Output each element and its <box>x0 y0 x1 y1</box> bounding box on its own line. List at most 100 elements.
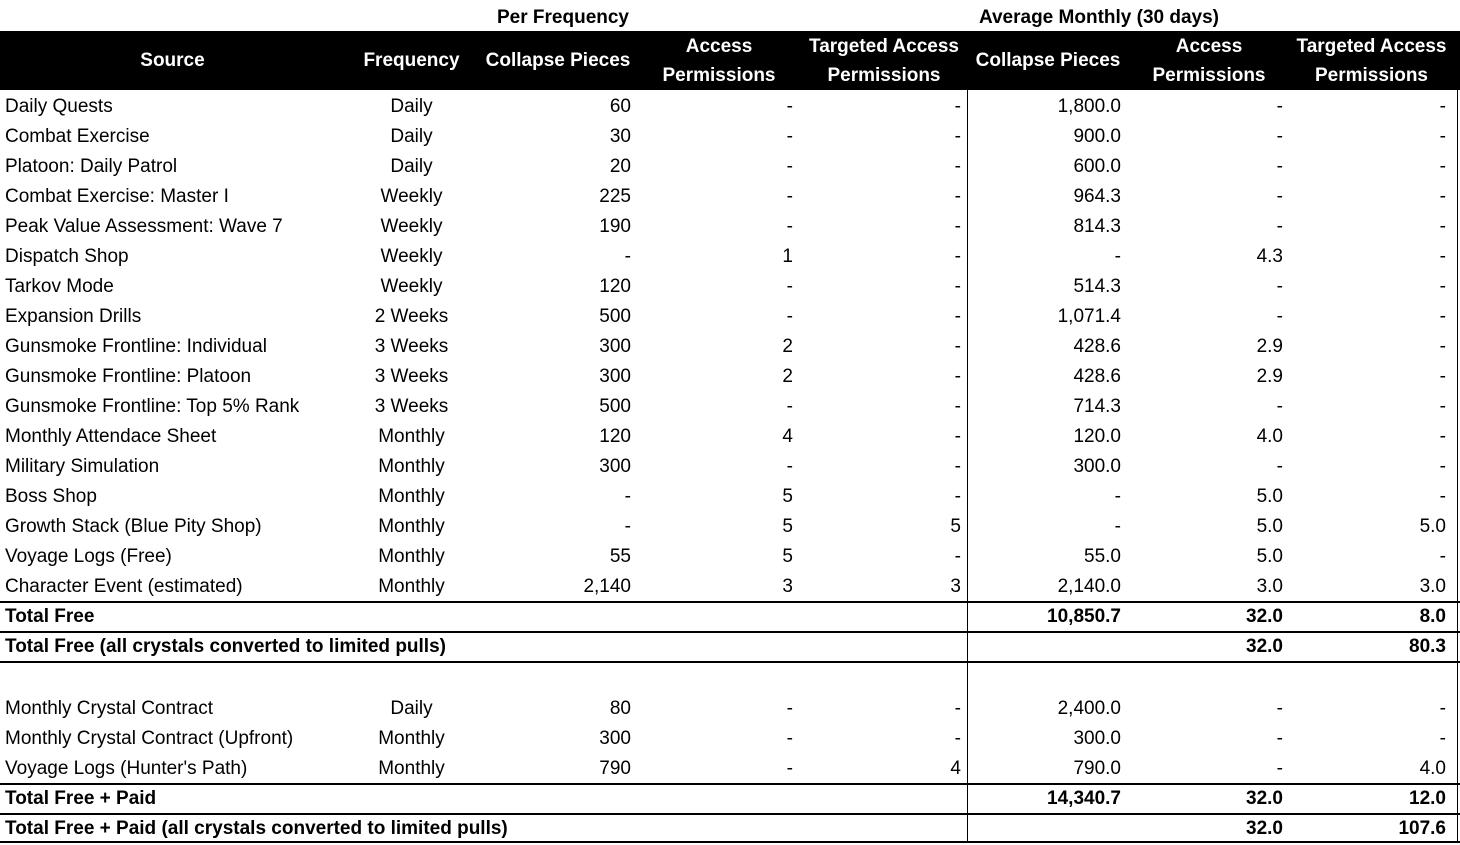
row-value: - <box>786 275 793 297</box>
row-value: 3 <box>782 575 793 597</box>
row-value: - <box>1276 155 1283 177</box>
row-value: Monthly <box>378 727 445 749</box>
row-value: 5.0 <box>1256 545 1283 567</box>
total-value: 8.0 <box>1419 605 1446 627</box>
row-label: Expansion Drills <box>5 305 142 327</box>
row-value: 1 <box>782 245 793 267</box>
row-value: 3.0 <box>1419 575 1446 597</box>
row-value: - <box>954 125 961 147</box>
row-value: 5.0 <box>1419 515 1446 537</box>
row-value: - <box>954 545 961 567</box>
row-label: Tarkov Mode <box>5 275 114 297</box>
row-value: - <box>954 215 961 237</box>
row-value: Weekly <box>380 185 443 207</box>
total-label: Total Free <box>5 605 95 627</box>
row-value: - <box>1439 727 1446 749</box>
total-row: Total Free 10,850.7 32.0 8.0 <box>0 601 1460 631</box>
table-row: Character Event (estimated) Monthly 2,140 3… <box>0 571 1460 601</box>
row-value: - <box>1439 185 1446 207</box>
row-value: 1,071.4 <box>1057 305 1121 327</box>
row-value: 790 <box>599 757 631 779</box>
row-value: - <box>786 697 793 719</box>
row-value: 3.0 <box>1256 575 1283 597</box>
total-row: Total Free (all crystals converted to li… <box>0 631 1460 661</box>
row-value: 3 Weeks <box>374 335 449 357</box>
row-value: 5 <box>950 515 961 537</box>
column-header: Access Permissions <box>662 35 776 86</box>
row-label: Boss Shop <box>5 485 97 507</box>
row-value: - <box>1276 697 1283 719</box>
table-row: Monthly Attendace Sheet Monthly 120 4 - 120.0… <box>0 421 1460 451</box>
row-value: - <box>954 335 961 357</box>
row-label: Gunsmoke Frontline: Platoon <box>5 365 252 387</box>
row-value: - <box>1114 485 1121 507</box>
row-value: - <box>1439 365 1446 387</box>
row-value: 900.0 <box>1073 125 1121 147</box>
total-value: 80.3 <box>1409 635 1446 657</box>
row-value: Monthly <box>378 757 445 779</box>
row-value: - <box>1439 697 1446 719</box>
row-value: Monthly <box>378 455 445 477</box>
row-value: 120 <box>599 275 631 297</box>
row-value: - <box>954 455 961 477</box>
total-label: Total Free (all crystals converted to li… <box>5 635 446 657</box>
row-value: - <box>786 727 793 749</box>
row-value: - <box>954 425 961 447</box>
row-value: - <box>954 275 961 297</box>
row-value: - <box>1439 395 1446 417</box>
row-value: 790.0 <box>1073 757 1121 779</box>
row-value: - <box>1276 95 1283 117</box>
row-value: Daily <box>390 95 433 117</box>
row-value: 500 <box>599 305 631 327</box>
row-value: Weekly <box>380 275 443 297</box>
row-value: - <box>786 395 793 417</box>
row-value: Weekly <box>380 245 443 267</box>
row-value: - <box>1276 275 1283 297</box>
row-value: - <box>1439 245 1446 267</box>
row-value: - <box>1439 335 1446 357</box>
row-value: - <box>954 727 961 749</box>
row-value: - <box>786 185 793 207</box>
total-row: Total Free + Paid (all crystals converte… <box>0 813 1460 843</box>
row-value: 5 <box>782 545 793 567</box>
row-value: 2 <box>782 365 793 387</box>
row-value: 300.0 <box>1073 727 1121 749</box>
table-row: Boss Shop Monthly - 5 - - 5.0 - <box>0 481 1460 511</box>
row-label: Character Event (estimated) <box>5 575 243 597</box>
row-value: 500 <box>599 395 631 417</box>
row-value: 55.0 <box>1084 545 1121 567</box>
row-value: - <box>1114 515 1121 537</box>
row-label: Monthly Attendace Sheet <box>5 425 217 447</box>
row-value: 80 <box>609 697 631 719</box>
row-value: 2,140.0 <box>1057 575 1121 597</box>
table-row: Monthly Crystal Contract (Upfront) Monthl… <box>0 723 1460 753</box>
row-value: Monthly <box>378 575 445 597</box>
row-label: Gunsmoke Frontline: Individual <box>5 335 267 357</box>
row-value: - <box>954 697 961 719</box>
row-value: 2.9 <box>1256 365 1283 387</box>
row-value: - <box>786 125 793 147</box>
row-value: - <box>954 95 961 117</box>
row-value: - <box>954 485 961 507</box>
row-value: - <box>954 365 961 387</box>
row-label: Voyage Logs (Hunter's Path) <box>5 757 248 779</box>
column-header: Access Permissions <box>1152 35 1266 86</box>
row-label: Combat Exercise: Master I <box>5 185 229 207</box>
table-row: Tarkov Mode Weekly 120 - - 514.3 - - <box>0 271 1460 301</box>
total-row: Total Free + Paid 14,340.7 32.0 12.0 <box>0 783 1460 813</box>
column-header: Targeted Access Permissions <box>809 35 959 86</box>
row-value: 1,800.0 <box>1057 95 1121 117</box>
row-value: - <box>1439 305 1446 327</box>
row-value: 20 <box>609 155 631 177</box>
row-divider <box>0 841 1460 843</box>
row-value: 60 <box>609 95 631 117</box>
row-value: 300.0 <box>1073 455 1121 477</box>
row-value: - <box>1439 125 1446 147</box>
row-value: - <box>624 485 631 507</box>
table-row: Gunsmoke Frontline: Individual 3 Weeks 300… <box>0 331 1460 361</box>
row-value: Daily <box>390 697 433 719</box>
row-value: - <box>954 305 961 327</box>
row-value: - <box>1439 215 1446 237</box>
row-label: Daily Quests <box>5 95 113 117</box>
row-value: - <box>1439 275 1446 297</box>
